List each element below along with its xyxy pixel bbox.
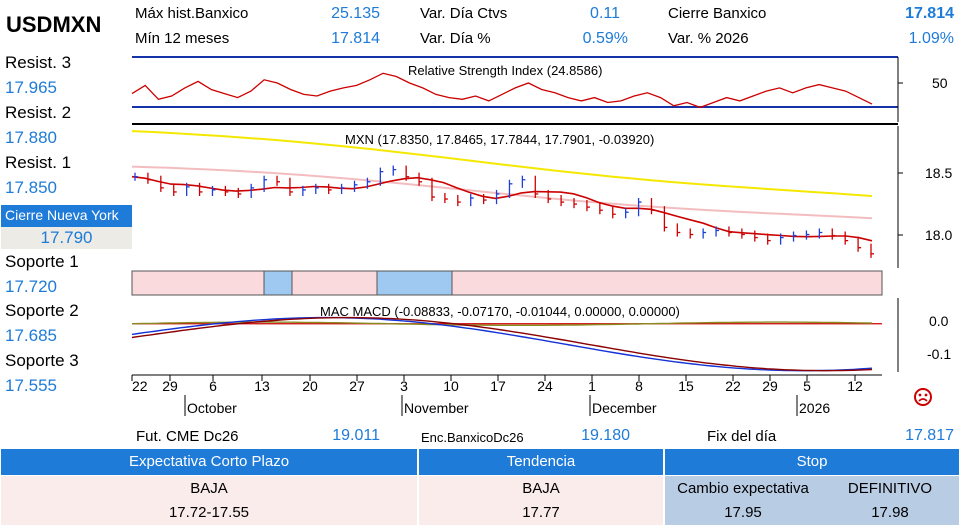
- stat-label-var-2026: Var. % 2026: [668, 30, 749, 47]
- stat-value-max-hist: 25.135: [331, 5, 380, 22]
- short-term-direction: BAJA: [190, 480, 228, 497]
- fix-dia-label: Fix del día: [707, 428, 777, 445]
- enc-banxico-label: Enc.BanxicoDc26: [421, 430, 524, 445]
- trend-cell: [419, 476, 663, 525]
- x-day-label: 1: [588, 378, 596, 394]
- rsi-panel: Relative Strength Index (24.8586) 50: [131, 56, 948, 125]
- ma-red-line: [131, 175, 873, 242]
- signal-segment: [376, 270, 453, 296]
- price-panel: MXN (17.8350, 17.8465, 17.7844, 17.7901,…: [131, 126, 952, 268]
- x-day-label: 17: [490, 378, 506, 394]
- usdmxn-chart: Relative Strength Index (24.8586) 50 MXN …: [131, 56, 952, 416]
- x-day-label: 8: [635, 378, 643, 394]
- ma-pink-line: [131, 165, 873, 220]
- stat-value-var-2026: 1.09%: [908, 30, 954, 47]
- trend-header: Tendencia: [419, 449, 663, 475]
- fix-dia-value: 17.817: [905, 427, 954, 444]
- stat-value-min-12m: 17.814: [331, 30, 380, 47]
- cierre-ny-label: Cierre Nueva York: [1, 205, 132, 227]
- stop-change-value: 17.95: [724, 504, 762, 521]
- macd-tick-neg: -0.1: [927, 346, 951, 362]
- stat-label-var-dia-ctvs: Var. Día Ctvs: [420, 5, 508, 22]
- x-month-label: November: [404, 400, 469, 416]
- signal-segment: [263, 270, 293, 296]
- enc-banxico-value: 19.180: [581, 427, 630, 444]
- x-month-label: 2026: [799, 400, 830, 416]
- x-day-label: 12: [847, 378, 863, 394]
- resist-1-label: Resist. 1: [5, 153, 72, 172]
- signal-segment: [131, 270, 265, 296]
- rsi-tick-50: 50: [932, 75, 948, 91]
- price-tick-18-5: 18.5: [925, 165, 952, 181]
- signal-bar-panel: [131, 270, 883, 296]
- soporte-2-label: Soporte 2: [5, 301, 79, 320]
- x-axis: 22 29 6 13 20 27 3 10 17 24 1 8 15 22 29 5 12 October Nove…: [131, 374, 882, 416]
- stop-change-label: Cambio expectativa: [677, 480, 809, 497]
- x-day-label: 20: [302, 378, 318, 394]
- soporte-3-label: Soporte 3: [5, 351, 79, 370]
- x-day-label: 24: [537, 378, 553, 394]
- macd-blue-line: [131, 316, 873, 372]
- cierre-ny-value: 17.790: [1, 227, 132, 249]
- trend-direction: BAJA: [522, 480, 560, 497]
- stat-label-var-dia-pct: Var. Día %: [420, 30, 491, 47]
- soporte-1-label: Soporte 1: [5, 252, 79, 271]
- macd-panel: MAC MACD (-0.08833, -0.07170, -0.01044, …: [131, 298, 951, 372]
- x-day-label: 22: [132, 378, 148, 394]
- resist-2-label: Resist. 2: [5, 103, 72, 122]
- red-sad-face-icon: [914, 388, 932, 406]
- signal-segment: [291, 270, 378, 296]
- stat-label-min-12m: Mín 12 meses: [135, 30, 230, 47]
- x-day-label: 6: [209, 378, 217, 394]
- x-day-label: 3: [400, 378, 408, 394]
- soporte-1-value: 17.720: [5, 277, 57, 296]
- macd-title: MAC MACD (-0.08833, -0.07170, -0.01044, …: [320, 304, 680, 319]
- macd-signal-line: [131, 316, 873, 372]
- stat-value-var-dia-ctvs: 0.11: [590, 5, 620, 22]
- price-title: MXN (17.8350, 17.8465, 17.7844, 17.7901,…: [345, 132, 654, 147]
- x-day-label: 27: [349, 378, 365, 394]
- stop-header: Stop: [665, 449, 959, 475]
- x-day-label: 29: [162, 378, 178, 394]
- stat-value-cierre-banxico: 17.814: [905, 5, 954, 22]
- soporte-3-value: 17.555: [5, 376, 57, 395]
- x-day-label: 13: [254, 378, 270, 394]
- resist-2-value: 17.880: [5, 128, 57, 147]
- x-month-label: October: [187, 400, 237, 416]
- x-month-label: December: [592, 400, 657, 416]
- stat-label-max-hist: Máx hist.Banxico: [135, 5, 249, 22]
- short-term-range: 17.72-17.55: [168, 504, 250, 521]
- ma-yellow-line: [131, 130, 873, 197]
- short-term-header: Expectativa Corto Plazo: [1, 449, 417, 475]
- fut-cme-value: 19.011: [332, 427, 380, 444]
- price-tick-18-0: 18.0: [925, 227, 952, 243]
- fut-cme-label: Fut. CME Dc26: [136, 428, 239, 445]
- stop-cell: [665, 476, 959, 525]
- macd-tick-0: 0.0: [929, 313, 949, 329]
- x-day-label: 15: [678, 378, 694, 394]
- resist-3-label: Resist. 3: [5, 53, 72, 72]
- resist-3-value: 17.965: [5, 78, 57, 97]
- short-term-cell: [1, 476, 417, 525]
- x-day-label: 22: [725, 378, 741, 394]
- x-day-label: 29: [762, 378, 778, 394]
- soporte-2-value: 17.685: [5, 326, 57, 345]
- x-day-label: 5: [803, 378, 811, 394]
- trend-level: 17.77: [522, 504, 560, 521]
- stat-label-cierre-banxico: Cierre Banxico: [668, 5, 767, 22]
- rsi-line: [131, 72, 873, 109]
- rsi-title: Relative Strength Index (24.8586): [408, 63, 602, 78]
- x-day-label: 10: [443, 378, 459, 394]
- resist-1-value: 17.850: [5, 178, 57, 197]
- signal-segment: [451, 270, 883, 296]
- stat-value-var-dia-pct: 0.59%: [582, 30, 628, 47]
- stop-definitive-value: 17.98: [871, 504, 909, 521]
- ticker-symbol: USDMXN: [6, 12, 102, 37]
- stop-definitive-label: DEFINITIVO: [847, 480, 933, 497]
